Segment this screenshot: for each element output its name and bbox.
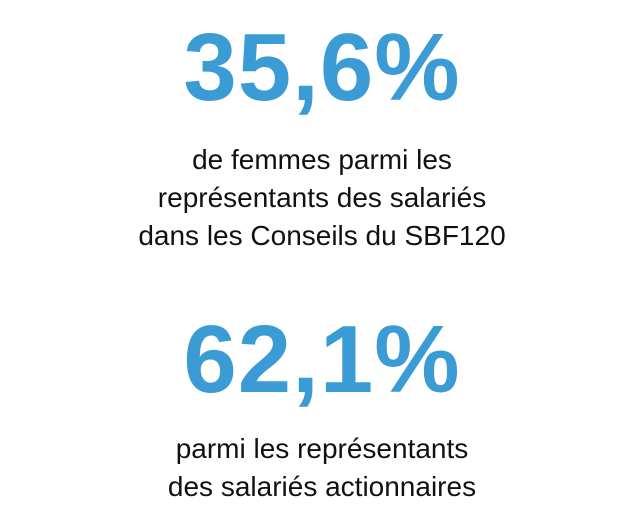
stat-value-women-share: 35,6% <box>183 14 461 121</box>
description-line: des salariés actionnaires <box>167 471 477 502</box>
description-line: représentants des salariés <box>157 182 487 213</box>
description-line: de femmes parmi les <box>192 144 452 175</box>
stat-value-shareholder-share: 62,1% <box>183 306 461 413</box>
stat-description-women-share: de femmes parmi les représentants des sa… <box>0 141 644 255</box>
stat-description-shareholder-share: parmi les représentants des salariés act… <box>0 430 644 506</box>
description-line: parmi les représentants <box>175 433 469 464</box>
description-line: dans les Conseils du SBF120 <box>138 220 506 251</box>
